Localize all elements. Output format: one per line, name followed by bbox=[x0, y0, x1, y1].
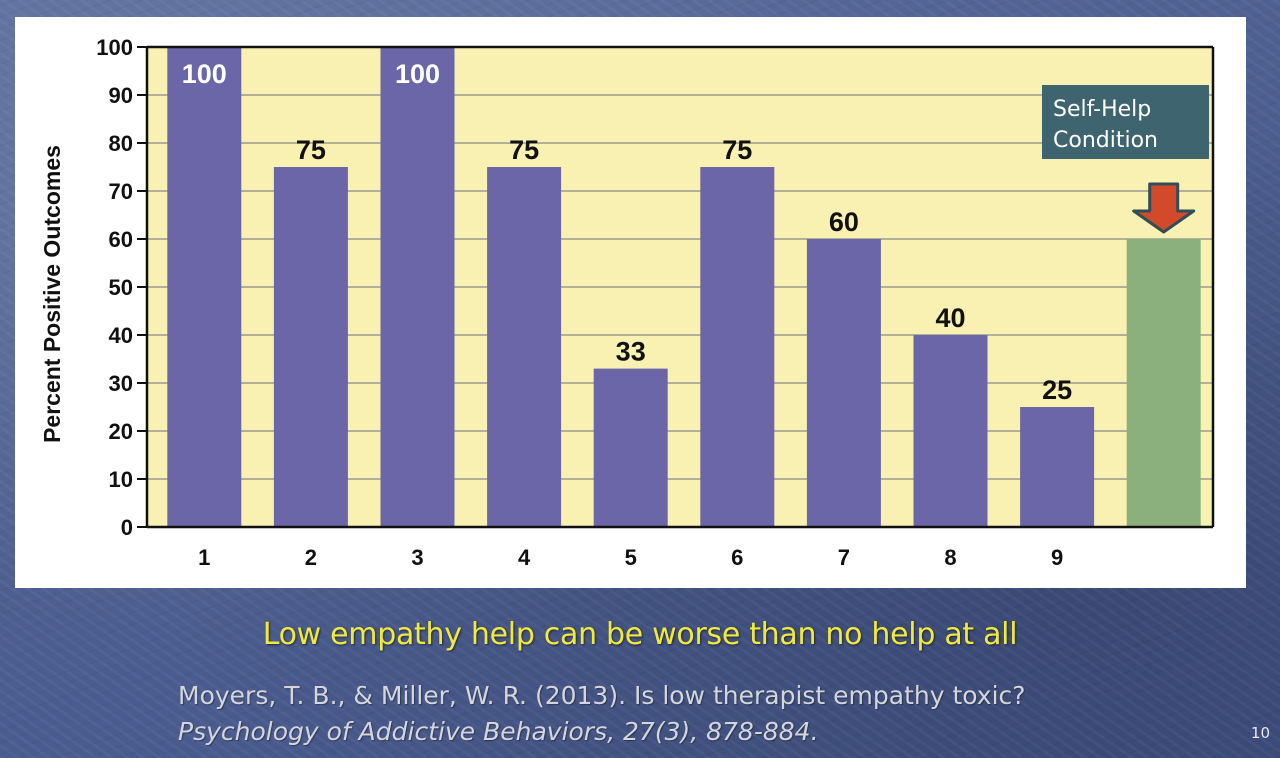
bar-value-label: 33 bbox=[616, 337, 646, 367]
y-tick-label: 80 bbox=[109, 131, 133, 156]
y-tick-label: 30 bbox=[109, 371, 133, 396]
y-tick-label: 20 bbox=[109, 419, 133, 444]
bar-value-label: 75 bbox=[722, 135, 752, 165]
bar-5 bbox=[593, 368, 668, 527]
y-tick-label: 10 bbox=[109, 467, 133, 492]
callout-line-2: Condition bbox=[1053, 128, 1158, 153]
x-tick-label: 6 bbox=[731, 545, 743, 570]
y-tick-label: 70 bbox=[109, 179, 133, 204]
self-help-callout: Self-Help Condition bbox=[1042, 85, 1209, 234]
chart-panel: 0 10 20 30 40 50 60 70 80 90 100 1 2 3 4 5 6 7 8 9 100 75 100… bbox=[15, 17, 1246, 588]
axes: 0 10 20 30 40 50 60 70 80 90 100 1 2 3 4 5 6 7 8 9 bbox=[96, 35, 1215, 570]
citation-line-1: Moyers, T. B., & Miller, W. R. (2013). I… bbox=[178, 681, 1026, 710]
bar-value-label: 40 bbox=[935, 303, 965, 333]
y-tick-label: 60 bbox=[109, 227, 133, 252]
bars bbox=[167, 47, 1201, 527]
citation-line-2: Psychology of Addictive Behaviors, 27(3)… bbox=[178, 717, 819, 746]
bar-value-label: 75 bbox=[296, 135, 326, 165]
x-tick-label: 4 bbox=[518, 545, 531, 570]
x-tick-label: 1 bbox=[198, 545, 210, 570]
callout-box bbox=[1042, 85, 1209, 159]
bar-value-label: 100 bbox=[395, 59, 440, 89]
x-tick-label: 7 bbox=[838, 545, 850, 570]
bar-10 bbox=[1126, 239, 1201, 527]
y-tick-label: 90 bbox=[109, 83, 133, 108]
bar-9 bbox=[1020, 407, 1095, 527]
down-arrow-icon bbox=[1132, 182, 1196, 234]
bar-2 bbox=[273, 167, 348, 527]
bar-value-label: 75 bbox=[509, 135, 539, 165]
x-tick-label: 5 bbox=[625, 545, 637, 570]
slide-caption: Low empathy help can be worse than no he… bbox=[262, 617, 1018, 652]
x-tick-label: 8 bbox=[944, 545, 956, 570]
x-tick-label: 3 bbox=[411, 545, 423, 570]
x-tick-label: 2 bbox=[305, 545, 317, 570]
slide-number: 10 bbox=[1250, 724, 1270, 742]
y-tick-label: 40 bbox=[109, 323, 133, 348]
y-tick-label: 100 bbox=[96, 35, 133, 60]
bar-8 bbox=[913, 335, 988, 527]
x-tick-label: 9 bbox=[1051, 545, 1063, 570]
bar-6 bbox=[700, 167, 775, 527]
y-axis-label: Percent Positive Outcomes bbox=[39, 145, 65, 443]
callout-line-1: Self-Help bbox=[1053, 97, 1151, 122]
bar-7 bbox=[806, 239, 881, 527]
bar-value-label: 100 bbox=[182, 59, 227, 89]
bar-value-label: 25 bbox=[1042, 375, 1072, 405]
data-labels: 100 75 100 75 33 75 60 40 25 bbox=[182, 59, 1072, 405]
citation: Moyers, T. B., & Miller, W. R. (2013). I… bbox=[178, 678, 1026, 750]
y-tick-label: 0 bbox=[121, 515, 133, 540]
y-tick-label: 50 bbox=[109, 275, 133, 300]
bar-4 bbox=[487, 167, 562, 527]
bar-3 bbox=[380, 47, 455, 527]
bar-value-label: 60 bbox=[829, 207, 859, 237]
bar-1 bbox=[167, 47, 242, 527]
